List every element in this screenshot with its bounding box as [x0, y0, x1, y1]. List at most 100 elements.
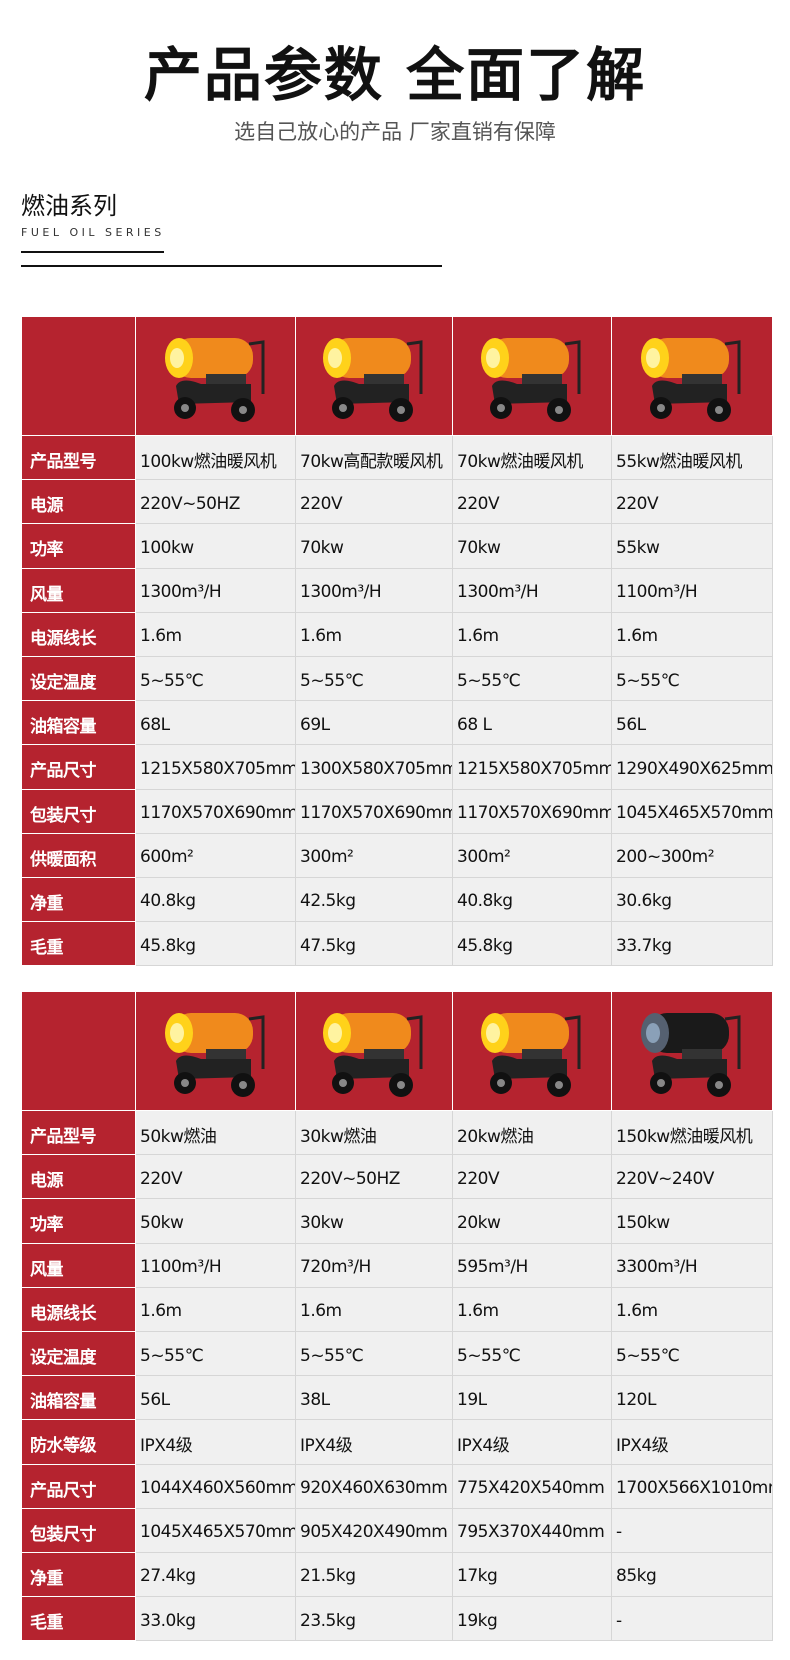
spec-cell: 220V~50HZ: [135, 479, 296, 525]
spec-cell: IPX4级: [135, 1419, 296, 1465]
page-title: 产品参数 全面了解: [143, 41, 647, 109]
spec-cell: 795X370X440mm: [452, 1507, 612, 1553]
spec-cell: 19kg: [452, 1596, 612, 1642]
spec-cell: 3300m³/H: [611, 1242, 773, 1288]
divider-long: [21, 265, 442, 267]
spec-cell: IPX4级: [452, 1419, 612, 1465]
table-row: 产品尺寸 1215X580X705mm 1300X580X705mm 1215X580…: [21, 744, 773, 790]
spec-cell: 56L: [611, 700, 773, 746]
table-row: 风量 1100m³/H 720m³/H 595m³/H 3300m³/H: [21, 1242, 773, 1288]
spec-cell: 1044X460X560mm: [135, 1463, 296, 1509]
heater-icon: [454, 999, 611, 1104]
heater-icon: [297, 999, 452, 1104]
product-image: [135, 316, 296, 436]
row-label: 毛重: [21, 921, 136, 967]
row-label: 油箱容量: [21, 1375, 136, 1421]
spec-cell: 27.4kg: [135, 1551, 296, 1598]
row-label: 油箱容量: [21, 700, 136, 746]
spec-cell: 68L: [135, 700, 296, 746]
spec-cell: 150kw: [611, 1198, 773, 1244]
spec-cell: 20kw: [452, 1198, 612, 1244]
spec-cell: 1.6m: [611, 611, 773, 657]
table-row: 电源线长 1.6m 1.6m 1.6m 1.6m: [21, 611, 773, 657]
spec-cell: 30kw燃油: [295, 1109, 453, 1156]
spec-cell: 5~55℃: [611, 655, 773, 702]
spec-cell: 45.8kg: [135, 921, 296, 967]
row-label: 毛重: [21, 1596, 136, 1642]
product-image: [135, 991, 296, 1111]
row-label: 电源线长: [21, 611, 136, 657]
spec-cell: 70kw高配款暖风机: [295, 434, 453, 481]
corner-cell: [21, 316, 136, 436]
table-row: 净重 40.8kg 42.5kg 40.8kg 30.6kg: [21, 876, 773, 923]
spec-cell: 1215X580X705mm: [135, 744, 296, 790]
spec-cell: 1.6m: [452, 611, 612, 657]
spec-cell: 30.6kg: [611, 876, 773, 923]
product-image: [295, 991, 453, 1111]
spec-cell: IPX4级: [295, 1419, 453, 1465]
spec-cell: 68 L: [452, 700, 612, 746]
heater-icon: [454, 324, 611, 429]
spec-cell: 40.8kg: [452, 876, 612, 923]
spec-cell: 5~55℃: [135, 1330, 296, 1377]
spec-cell: 120L: [611, 1375, 773, 1421]
spec-cell: 5~55℃: [452, 655, 612, 702]
spec-cell: 200~300m²: [611, 832, 773, 878]
spec-cell: 100kw燃油暖风机: [135, 434, 296, 481]
product-image: [611, 316, 773, 436]
spec-cell: 85kg: [611, 1551, 773, 1598]
spec-cell: 300m²: [452, 832, 612, 878]
spec-cell: 1045X465X570mm: [611, 788, 773, 834]
spec-cell: 55kw: [611, 523, 773, 569]
row-label: 电源线长: [21, 1286, 136, 1332]
spec-cell: 30kw: [295, 1198, 453, 1244]
spec-cell: -: [611, 1596, 773, 1642]
row-label: 设定温度: [21, 1330, 136, 1377]
section-subtitle: FUEL OIL SERIES: [21, 226, 165, 239]
row-label: 电源: [21, 479, 136, 525]
table-row: 包装尺寸 1045X465X570mm 905X420X490mm 795X370X4…: [21, 1507, 773, 1553]
spec-cell: 600m²: [135, 832, 296, 878]
spec-cell: 33.0kg: [135, 1596, 296, 1642]
spec-cell: 300m²: [295, 832, 453, 878]
product-image: [452, 316, 612, 436]
table-row: 产品尺寸 1044X460X560mm 920X460X630mm 775X420X5…: [21, 1463, 773, 1509]
spec-cell: 905X420X490mm: [295, 1507, 453, 1553]
spec-cell: 1300m³/H: [452, 567, 612, 613]
spec-cell: 42.5kg: [295, 876, 453, 923]
spec-cell: 55kw燃油暖风机: [611, 434, 773, 481]
spec-cell: 5~55℃: [295, 1330, 453, 1377]
row-label: 产品尺寸: [21, 744, 136, 790]
spec-cell: 220V: [611, 479, 773, 525]
spec-cell: 5~55℃: [135, 655, 296, 702]
spec-cell: 70kw: [295, 523, 453, 569]
spec-cell: 21.5kg: [295, 1551, 453, 1598]
spec-cell: 1045X465X570mm: [135, 1507, 296, 1553]
row-label: 设定温度: [21, 655, 136, 702]
table-row: 供暖面积 600m² 300m² 300m² 200~300m²: [21, 832, 773, 878]
corner-cell: [21, 991, 136, 1111]
spec-cell: 47.5kg: [295, 921, 453, 967]
spec-cell: 38L: [295, 1375, 453, 1421]
row-label: 包装尺寸: [21, 1507, 136, 1553]
spec-cell: 150kw燃油暖风机: [611, 1109, 773, 1156]
spec-cell: 1100m³/H: [135, 1242, 296, 1288]
spec-cell: 220V~240V: [611, 1154, 773, 1200]
spec-cell: 45.8kg: [452, 921, 612, 967]
spec-cell: 1.6m: [611, 1286, 773, 1332]
table-row: 毛重 45.8kg 47.5kg 45.8kg 33.7kg: [21, 921, 773, 967]
row-label: 产品型号: [21, 1109, 136, 1156]
spec-cell: 70kw燃油暖风机: [452, 434, 612, 481]
row-label: 供暖面积: [21, 832, 136, 878]
spec-cell: 595m³/H: [452, 1242, 612, 1288]
spec-cell: 220V: [452, 479, 612, 525]
product-image: [452, 991, 612, 1111]
spec-cell: 50kw燃油: [135, 1109, 296, 1156]
product-image-row: [21, 316, 773, 436]
row-label: 风量: [21, 567, 136, 613]
spec-cell: 1100m³/H: [611, 567, 773, 613]
row-label: 功率: [21, 1198, 136, 1244]
spec-cell: 1300X580X705mm: [295, 744, 453, 790]
row-label: 净重: [21, 876, 136, 923]
table-row: 防水等级 IPX4级 IPX4级 IPX4级 IPX4级: [21, 1419, 773, 1465]
